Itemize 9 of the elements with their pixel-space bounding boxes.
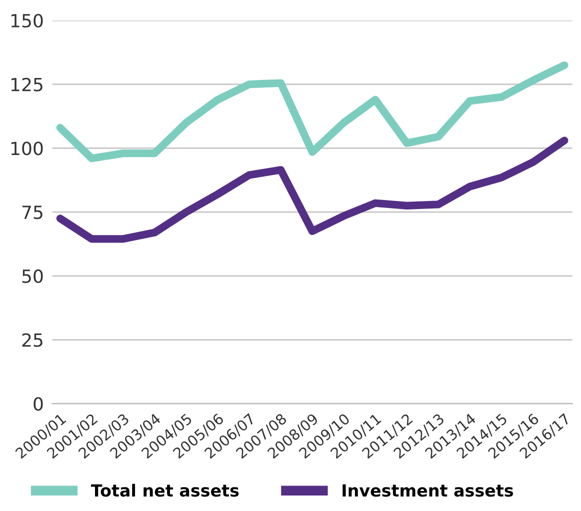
legend-label: Total net assets — [90, 484, 239, 497]
y-tick-label: 75 — [22, 206, 42, 220]
y-tick-label: 100 — [11, 142, 43, 156]
y-tick-label: 50 — [22, 269, 43, 284]
legend-label: Investment assets — [342, 484, 514, 497]
y-tick-label: 25 — [22, 333, 42, 347]
y-tick-label: 0 — [34, 397, 43, 411]
y-tick-label: 150 — [11, 14, 43, 28]
y-tick-label: 125 — [11, 78, 42, 92]
